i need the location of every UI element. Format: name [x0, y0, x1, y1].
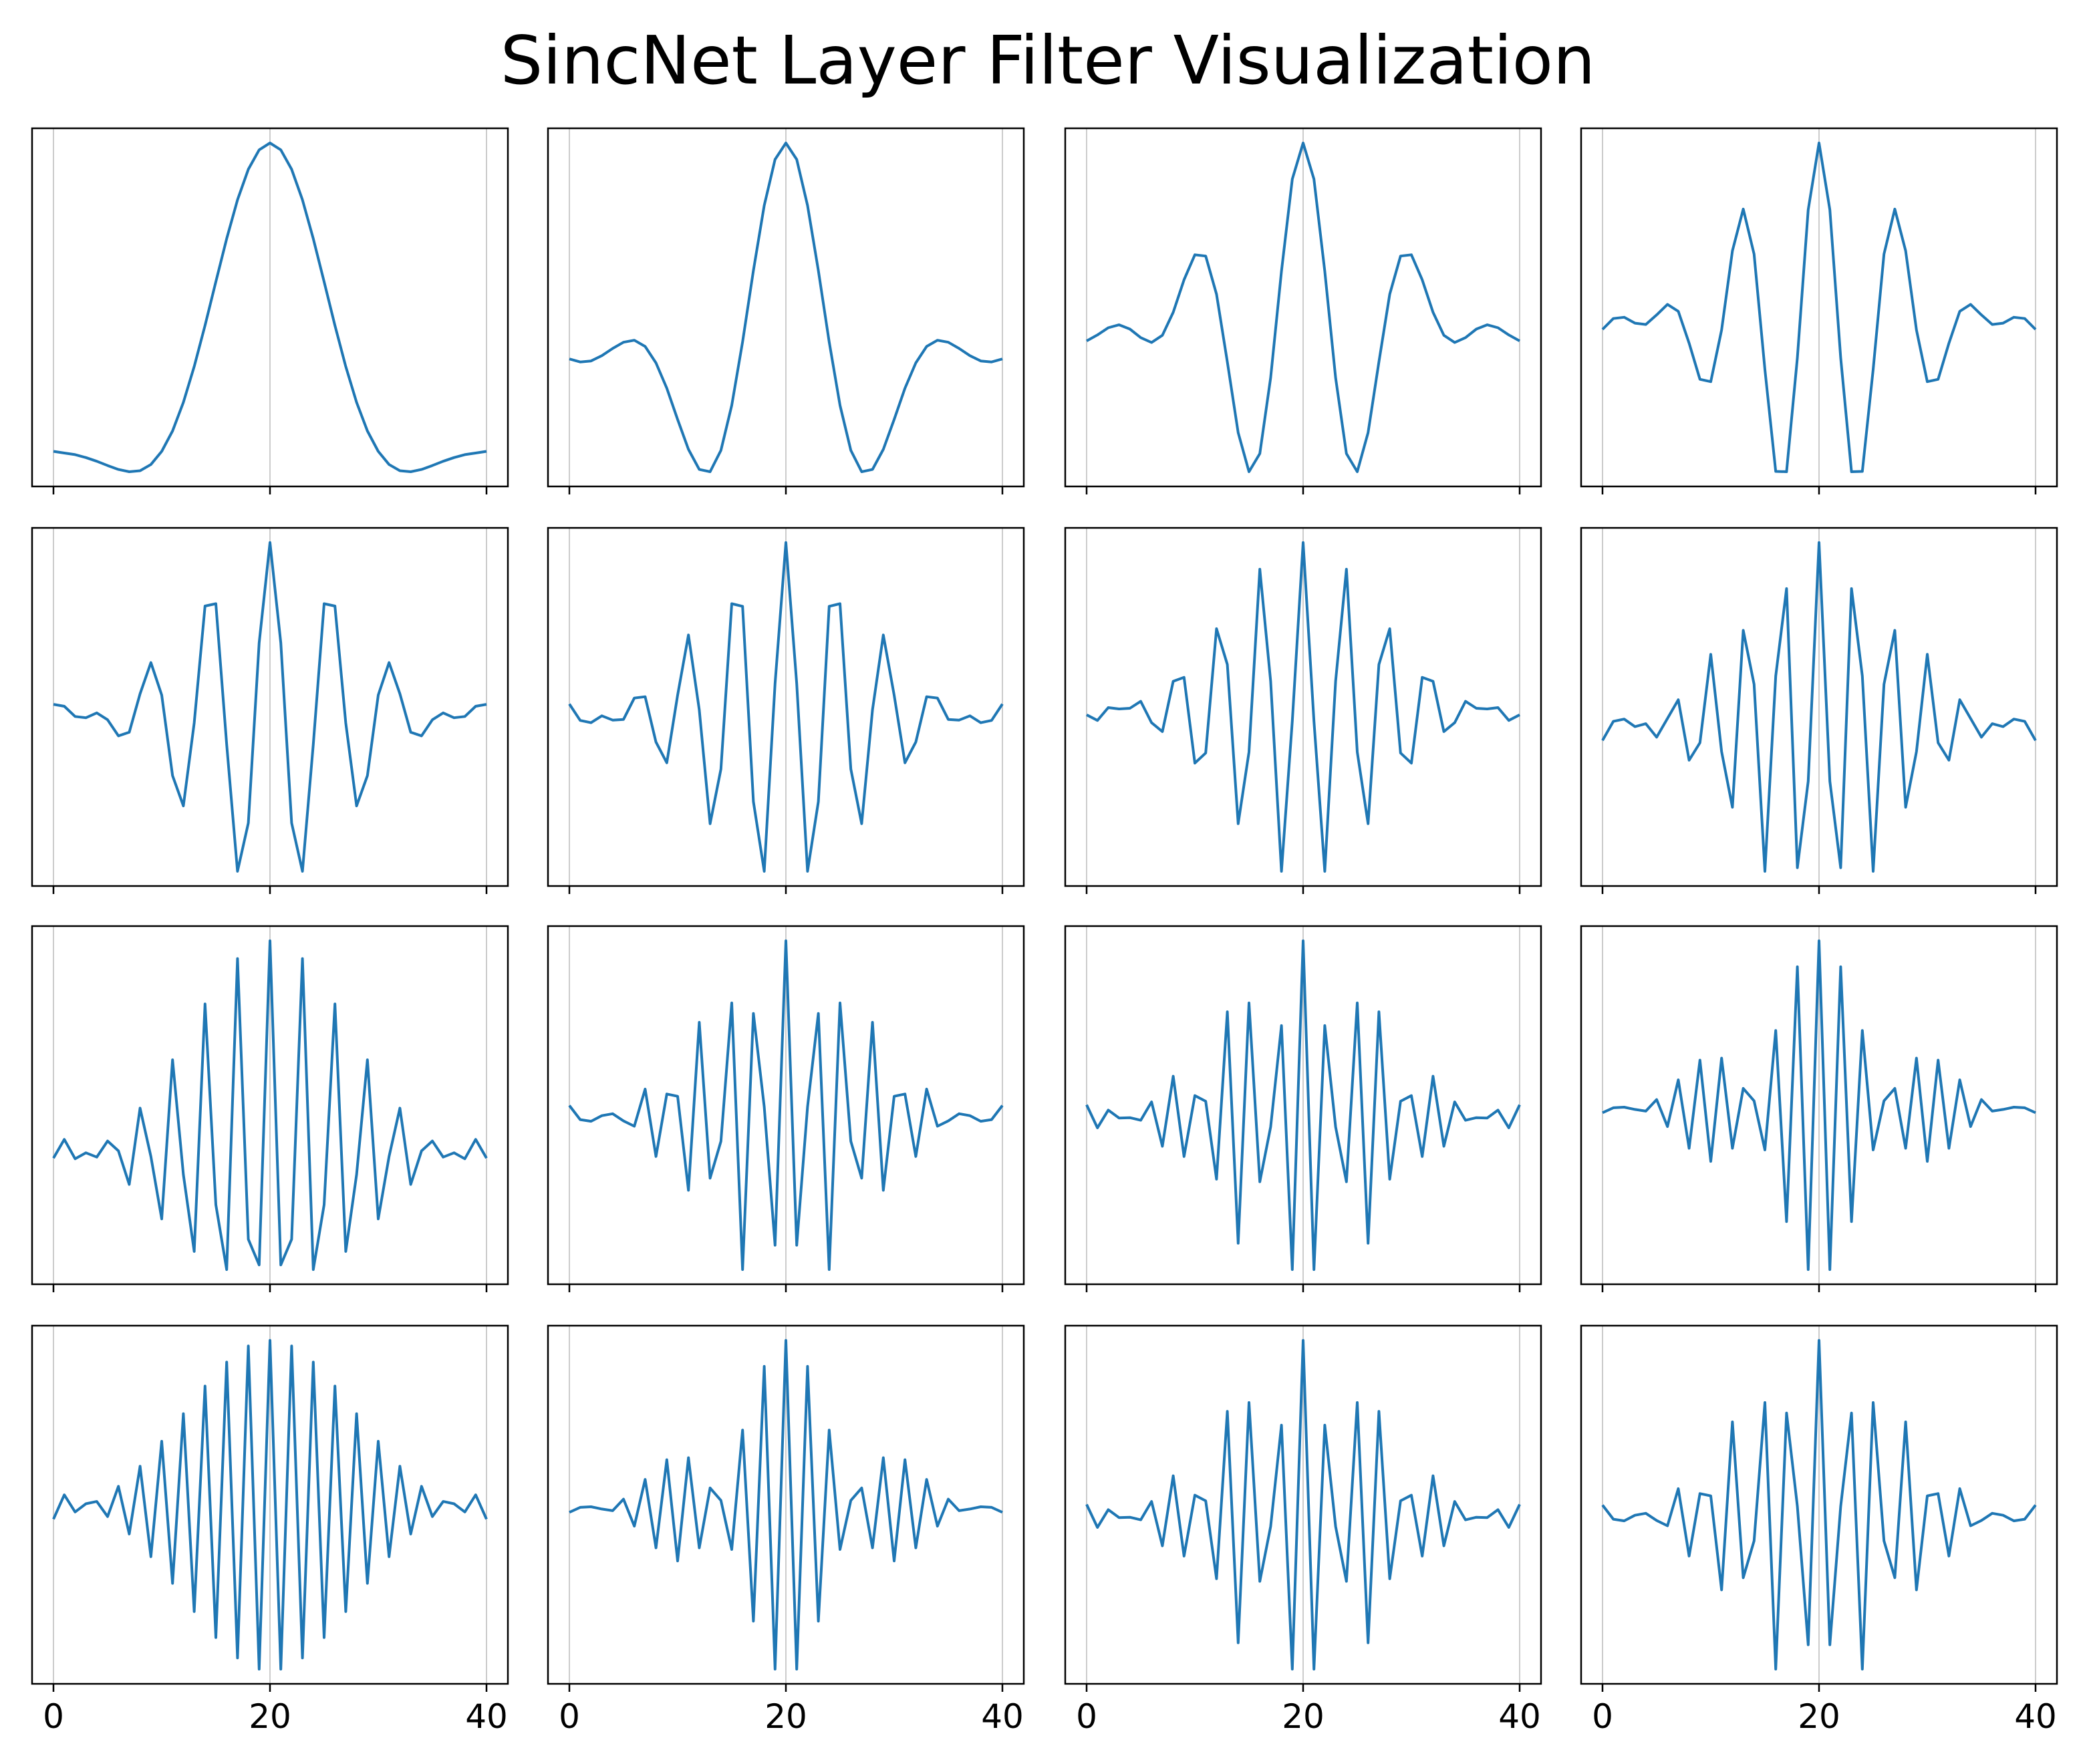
subplot-14: 0 20 40 — [547, 1324, 1025, 1736]
filter-line-8 — [1601, 541, 2037, 873]
filter-line-1 — [53, 142, 487, 473]
x-tick-label: 0 — [1076, 1697, 1097, 1736]
filter-line-3 — [1086, 142, 1520, 473]
subplot-5 — [31, 527, 509, 894]
filter-line-6 — [568, 541, 1004, 873]
x-tick-label: 0 — [559, 1697, 580, 1736]
x-tick-label: 40 — [1498, 1697, 1541, 1736]
subplot-12 — [1580, 925, 2058, 1292]
filter-line-10 — [568, 939, 1004, 1271]
chart-title: SincNet Layer Filter Visualization — [501, 21, 1596, 100]
filter-line-12 — [1602, 939, 2036, 1271]
x-tick-label: 20 — [764, 1697, 807, 1736]
x-tick-label: 20 — [1282, 1697, 1325, 1736]
x-tick-label: 40 — [2014, 1697, 2057, 1736]
subplot-grid: 0 20 40 0 20 40 0 20 40 0 20 40 — [31, 127, 2058, 1736]
subplot-11 — [1064, 925, 1542, 1292]
subplot-16: 0 20 40 — [1580, 1324, 2058, 1736]
subplot-8 — [1580, 527, 2058, 894]
x-tick-label: 20 — [249, 1697, 291, 1736]
filter-line-15 — [1085, 1339, 1521, 1670]
filter-line-16 — [1601, 1339, 2037, 1670]
subplot-13: 0 20 40 — [31, 1324, 509, 1736]
filter-line-9 — [52, 939, 488, 1271]
filter-line-4 — [1601, 142, 2037, 473]
subplot-7 — [1064, 527, 1542, 894]
filter-line-13 — [52, 1339, 488, 1670]
subplot-3 — [1064, 127, 1542, 494]
x-tick-label: 40 — [981, 1697, 1024, 1736]
filter-line-14 — [569, 1339, 1003, 1670]
filter-line-2 — [569, 142, 1003, 473]
filter-line-11 — [1085, 939, 1521, 1271]
x-tick-label: 20 — [1798, 1697, 1840, 1736]
filter-line-5 — [53, 541, 487, 873]
subplot-6 — [547, 527, 1025, 894]
subplot-9 — [31, 925, 509, 1292]
x-tick-label: 0 — [43, 1697, 64, 1736]
x-tick-label: 40 — [465, 1697, 508, 1736]
subplot-2 — [547, 127, 1025, 494]
subplot-15: 0 20 40 — [1064, 1324, 1542, 1736]
subplot-1 — [31, 127, 509, 494]
subplot-10 — [547, 925, 1025, 1292]
subplot-4 — [1580, 127, 2058, 494]
filter-line-7 — [1086, 541, 1520, 873]
x-tick-label: 0 — [1592, 1697, 1613, 1736]
